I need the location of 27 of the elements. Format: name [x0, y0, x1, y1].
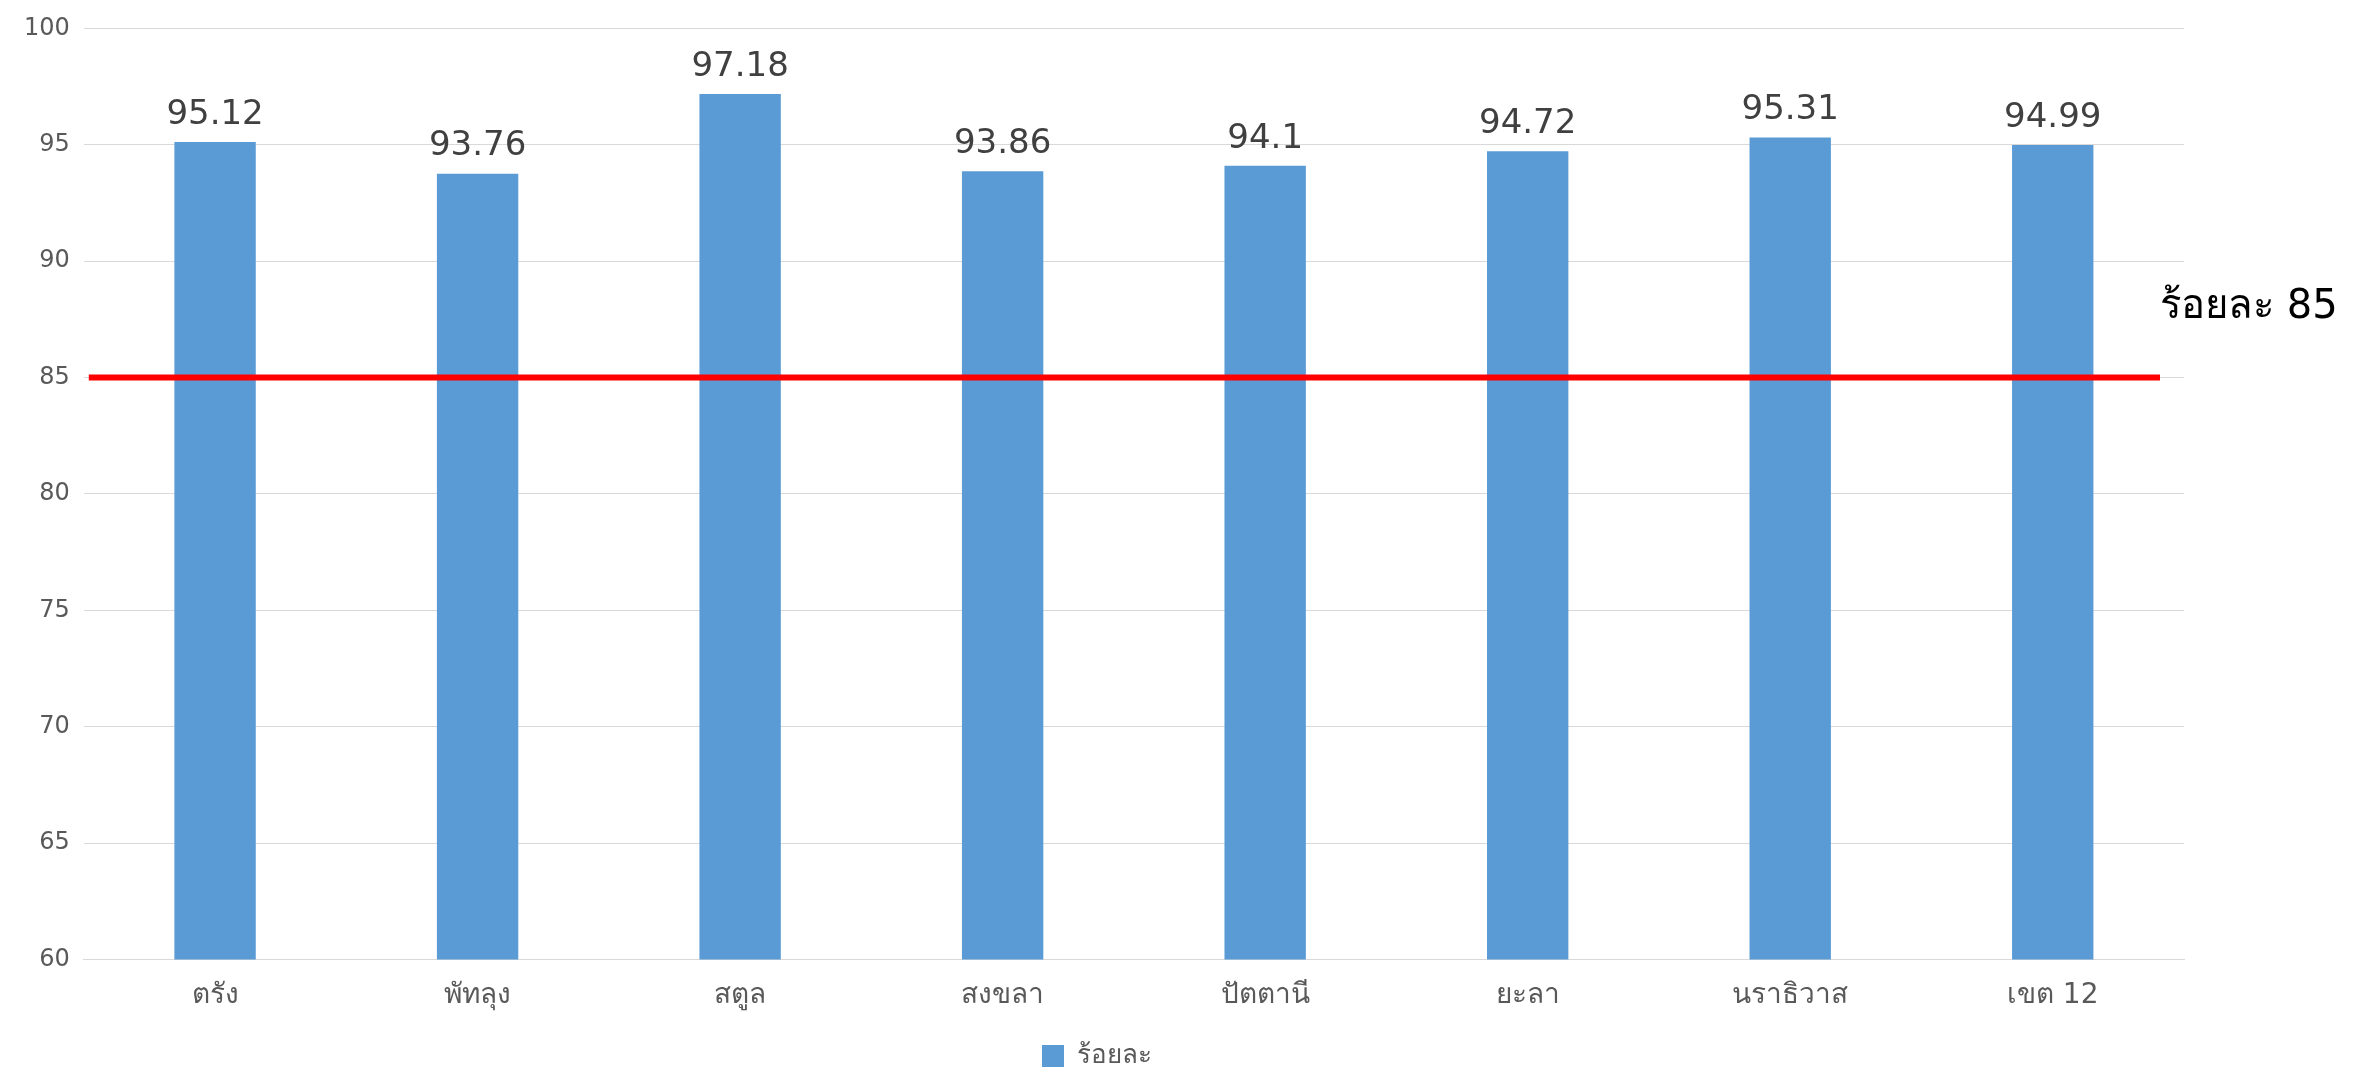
y-tick-label: 70: [39, 710, 70, 739]
x-tick-label: สงขลา: [961, 977, 1045, 1011]
y-tick-label: 60: [39, 943, 70, 972]
y-tick-label: 90: [39, 245, 70, 274]
ref-line-label: ร้อยละ 85: [2160, 280, 2338, 327]
x-tick-label: นราธิวาส: [1732, 977, 1849, 1011]
data-label: 93.86: [953, 121, 1052, 162]
y-tick-label: 80: [39, 478, 70, 507]
data-label: 93.76: [428, 123, 527, 164]
y-tick-label: 65: [39, 827, 70, 856]
data-label: 97.18: [691, 43, 789, 84]
x-tick-label: ยะลา: [1495, 977, 1560, 1011]
data-label: 95.12: [166, 91, 264, 132]
x-tick-label: เขต 12: [2006, 977, 2099, 1011]
y-tick-label: 100: [24, 12, 70, 41]
legend-label: ร้อยละ: [1077, 1038, 1152, 1069]
x-tick-label: พัทลุง: [444, 977, 512, 1012]
data-label: 94.99: [2004, 94, 2102, 135]
x-tick-label: ปัตตานี: [1220, 977, 1310, 1011]
data-label: 95.31: [1741, 87, 1839, 128]
x-tick-label: สตูล: [714, 977, 767, 1012]
y-tick-label: 95: [39, 129, 70, 158]
x-tick-label: ตรัง: [191, 977, 239, 1011]
data-label: 94.1: [1227, 115, 1304, 156]
data-label: 94.72: [1479, 101, 1577, 142]
y-tick-label: 75: [39, 594, 70, 623]
y-tick-label: 85: [39, 361, 70, 390]
